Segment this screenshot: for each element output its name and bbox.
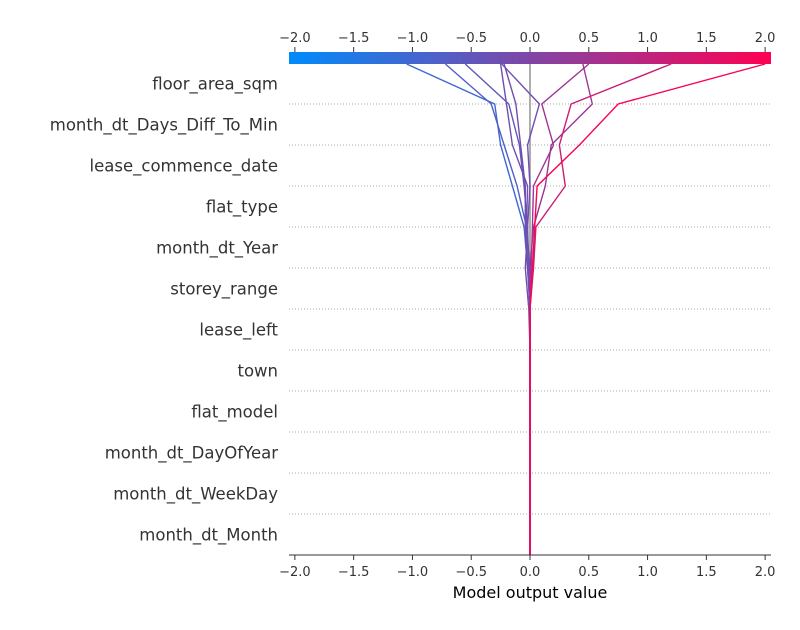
bottom-tick-label: −1.0 <box>397 565 429 580</box>
bottom-tick-label: −0.5 <box>455 565 487 580</box>
x-axis-title: Model output value <box>453 583 608 602</box>
feature-label: storey_range <box>170 280 278 300</box>
colorbar <box>289 52 771 64</box>
top-tick-label: −2.0 <box>279 31 311 46</box>
feature-label: town <box>237 362 278 381</box>
feature-label: month_dt_Days_Diff_To_Min <box>50 116 278 136</box>
decision-lines <box>406 63 766 555</box>
top-tick-label: 0.5 <box>578 31 599 46</box>
feature-label: month_dt_DayOfYear <box>105 444 279 464</box>
bottom-tick-label: −2.0 <box>279 565 311 580</box>
feature-label: flat_model <box>191 403 278 423</box>
bottom-tick-label: −1.5 <box>338 565 370 580</box>
feature-label: month_dt_Year <box>156 239 278 259</box>
bottom-tick-label: 0.0 <box>520 565 541 580</box>
top-axis: −2.0 −1.5 −1.0 −0.5 0.0 0.5 1.0 1.5 2.0 <box>279 31 775 52</box>
feature-label: lease_left <box>199 321 278 341</box>
top-tick-label: −1.0 <box>397 31 429 46</box>
bottom-tick-label: 1.0 <box>637 565 658 580</box>
bottom-tick-label: 1.5 <box>696 565 717 580</box>
bottom-tick-label: 0.5 <box>578 565 599 580</box>
top-tick-label: 2.0 <box>755 31 776 46</box>
top-tick-label: −0.5 <box>455 31 487 46</box>
feature-label: floor_area_sqm <box>152 75 278 95</box>
top-tick-label: −1.5 <box>338 31 370 46</box>
feature-label: month_dt_Month <box>139 526 278 546</box>
colorbar-rect <box>289 52 771 64</box>
bottom-tick-label: 2.0 <box>755 565 776 580</box>
feature-label: lease_commence_date <box>90 157 278 177</box>
top-tick-label: 0.0 <box>520 31 541 46</box>
top-tick-label: 1.0 <box>637 31 658 46</box>
bottom-axis: −2.0 −1.5 −1.0 −0.5 0.0 0.5 1.0 1.5 2.0 <box>279 554 776 580</box>
feature-label: month_dt_WeekDay <box>113 485 278 505</box>
feature-labels: floor_area_sqm month_dt_Days_Diff_To_Minl… <box>50 75 279 546</box>
decision-line <box>529 63 766 555</box>
top-tick-label: 1.5 <box>696 31 717 46</box>
feature-label: flat_type <box>206 198 278 218</box>
